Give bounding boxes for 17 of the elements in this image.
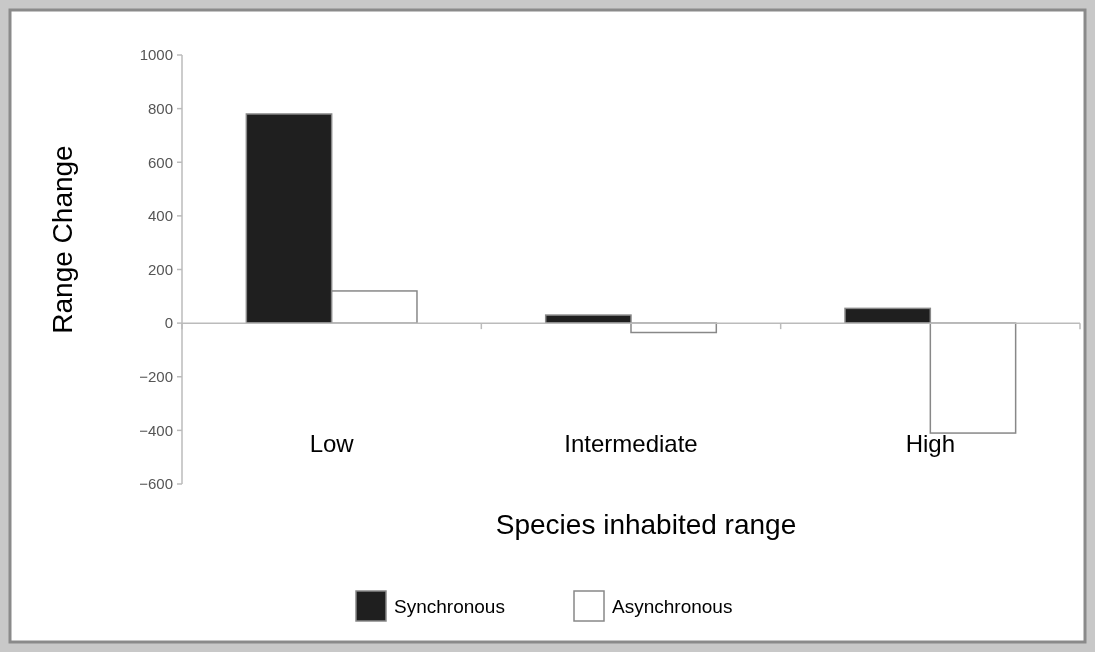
y-tick-label: −400 xyxy=(139,421,173,439)
x-tick-label: Low xyxy=(309,430,355,457)
y-tick-label: −200 xyxy=(139,368,173,385)
y-tick-label: −600 xyxy=(139,475,173,493)
y-tick-label: 0 xyxy=(164,314,173,332)
y-tick-label: 1000 xyxy=(139,46,173,64)
y-axis-title: Range Change xyxy=(47,145,78,334)
y-tick-label: 600 xyxy=(147,153,173,171)
y-tick-label: 400 xyxy=(147,207,173,225)
bar xyxy=(929,322,1017,434)
y-tick-label: 200 xyxy=(147,260,173,278)
y-tick-label: 800 xyxy=(147,99,173,117)
x-tick-label: Intermediate xyxy=(564,430,698,457)
legend-label: Asynchronous xyxy=(612,595,733,617)
x-axis-title: Species inhabited range xyxy=(495,509,797,540)
x-tick-label: High xyxy=(905,430,956,457)
legend-label: Synchronous xyxy=(394,595,505,617)
